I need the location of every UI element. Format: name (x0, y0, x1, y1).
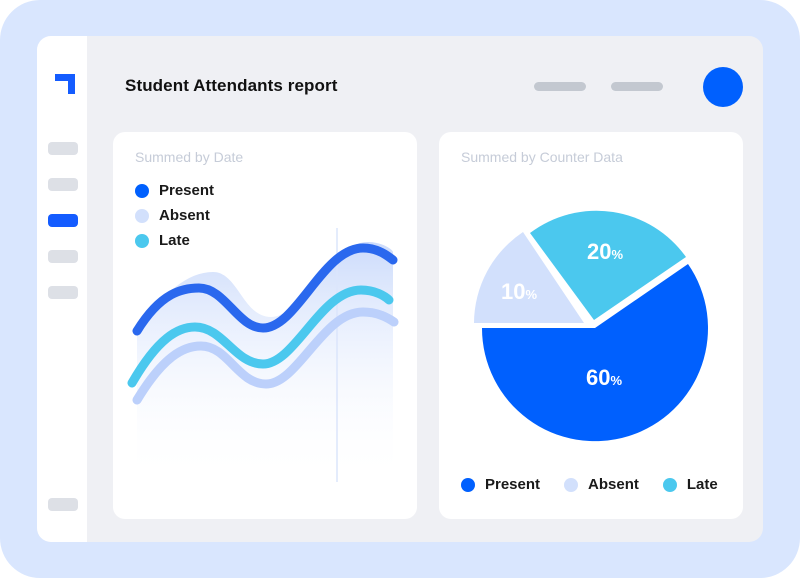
avatar[interactable] (703, 67, 743, 107)
pie-slice-absent[interactable] (474, 232, 584, 323)
pie-label-absent: 10% (501, 279, 537, 304)
pie-label-present: 60% (586, 365, 622, 390)
sidebar-item-bottom[interactable] (48, 498, 78, 511)
line-chart-subtitle: Summed by Date (135, 149, 244, 165)
sidebar-item-2[interactable] (48, 178, 78, 191)
pie-chart: 60% 20% 10% (474, 210, 708, 442)
logo-icon (55, 74, 75, 94)
line-chart (127, 228, 399, 482)
page-title: Student Attendants report (125, 76, 338, 95)
legend-item-late: Late (135, 228, 214, 253)
pie-chart-subtitle: Summed by Counter Data (461, 149, 623, 165)
sidebar (37, 36, 87, 542)
line-chart-card: Summed by Date Present Absent Late (113, 132, 417, 519)
pie-label-late: 20% (587, 239, 623, 264)
sidebar-item-5[interactable] (48, 286, 78, 299)
absent-dot-icon (564, 477, 579, 492)
absent-dot-icon (135, 208, 149, 223)
sidebar-item-4[interactable] (48, 250, 78, 263)
sidebar-item-1[interactable] (48, 142, 78, 155)
app-window: Student Attendants report (37, 36, 763, 542)
legend-item-late: Late (662, 476, 718, 493)
header-link-2[interactable] (611, 82, 663, 91)
sidebar-item-3-active[interactable] (48, 214, 78, 227)
legend-item-absent: Absent (135, 203, 214, 228)
legend-item-present: Present (461, 476, 540, 493)
present-dot-icon (461, 477, 475, 492)
present-dot-icon (135, 183, 149, 198)
late-line (127, 285, 394, 388)
line-chart-legend: Present Absent Late (135, 178, 214, 253)
pie-slice-present[interactable] (481, 264, 708, 442)
header-link-1[interactable] (534, 82, 586, 91)
pie-chart-card: Summed by Counter Data 60% 20% 10% Prese… (439, 132, 743, 519)
late-dot-icon (662, 477, 677, 492)
pie-chart-legend: Present Absent Late (461, 476, 718, 493)
legend-item-present: Present (135, 178, 214, 203)
legend-item-absent: Absent (564, 476, 639, 493)
pie-slice-late[interactable] (530, 210, 686, 320)
late-dot-icon (135, 233, 149, 248)
present-line (132, 243, 398, 336)
absent-line (132, 307, 399, 405)
